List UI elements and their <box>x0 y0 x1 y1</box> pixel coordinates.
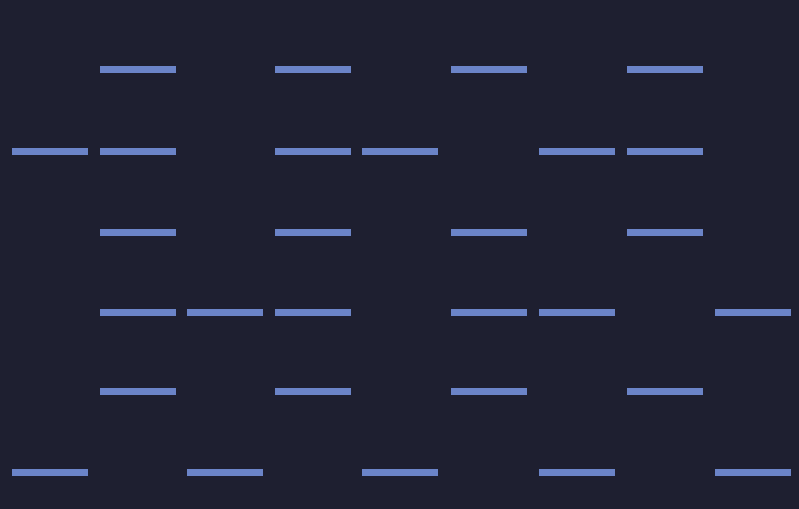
bar-r6-c1 <box>12 469 88 476</box>
bar-r6-c9 <box>715 469 791 476</box>
bar-r5-c2 <box>100 388 176 395</box>
bar-r2-c4 <box>275 148 351 155</box>
bar-r4-c9 <box>715 309 791 316</box>
bar-r1-c6 <box>451 66 527 73</box>
bar-r5-c8 <box>627 388 703 395</box>
bar-r2-c1 <box>12 148 88 155</box>
bar-r4-c3 <box>187 309 263 316</box>
bar-r3-c2 <box>100 229 176 236</box>
bar-r6-c7 <box>539 469 615 476</box>
bar-r4-c4 <box>275 309 351 316</box>
bar-r3-c4 <box>275 229 351 236</box>
bar-r1-c2 <box>100 66 176 73</box>
bar-r6-c3 <box>187 469 263 476</box>
bar-r2-c8 <box>627 148 703 155</box>
bar-r2-c2 <box>100 148 176 155</box>
bar-r1-c8 <box>627 66 703 73</box>
bar-r1-c4 <box>275 66 351 73</box>
bar-r5-c6 <box>451 388 527 395</box>
bar-r5-c4 <box>275 388 351 395</box>
bar-r6-c5 <box>362 469 438 476</box>
bar-r4-c6 <box>451 309 527 316</box>
bar-r2-c5 <box>362 148 438 155</box>
bar-r4-c2 <box>100 309 176 316</box>
bar-r2-c7 <box>539 148 615 155</box>
bar-r3-c8 <box>627 229 703 236</box>
bar-r4-c7 <box>539 309 615 316</box>
bar-r3-c6 <box>451 229 527 236</box>
